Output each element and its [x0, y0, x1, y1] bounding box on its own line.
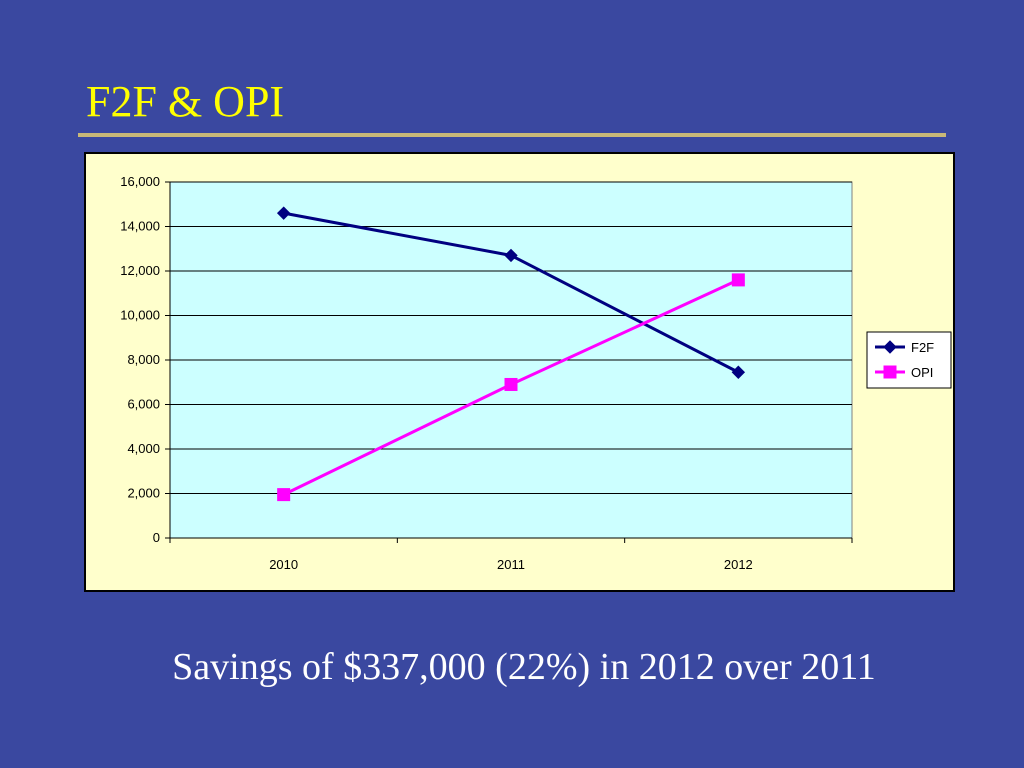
legend-marker-opi [883, 365, 897, 379]
y-tick-label: 14,000 [120, 219, 160, 234]
x-tick-label: 2010 [269, 557, 298, 572]
y-tick-label: 12,000 [120, 263, 160, 278]
data-point-opi [504, 377, 518, 391]
legend [866, 331, 952, 389]
y-tick-label: 2,000 [127, 486, 160, 501]
y-tick-label: 0 [153, 530, 160, 545]
data-point-f2f [276, 206, 291, 220]
title-divider [78, 133, 946, 137]
savings-caption: Savings of $337,000 (22%) in 2012 over 2… [172, 646, 876, 688]
data-point-opi [731, 273, 745, 287]
data-point-opi [277, 488, 291, 502]
y-tick-label: 16,000 [120, 174, 160, 189]
x-tick-label: 2011 [497, 557, 525, 572]
chart-area: 0 2,000 4,000 6,000 8,000 10,000 12,000 14,000 1… [84, 152, 955, 592]
y-tick-label: 4,000 [127, 441, 160, 456]
y-tick-label: 8,000 [127, 352, 160, 367]
y-tick-label: 6,000 [127, 397, 160, 412]
line-chart: 0 2,000 4,000 6,000 8,000 10,000 12,000 14,000 1… [120, 174, 952, 572]
y-tick-label: 10,000 [120, 308, 160, 323]
data-point-f2f [731, 365, 746, 379]
data-point-f2f [504, 248, 518, 263]
slide-title: F2F & OPI [86, 77, 285, 126]
x-tick-label: 2012 [724, 557, 753, 572]
legend-marker-f2f [883, 340, 897, 354]
legend-label-opi: OPI [911, 365, 933, 380]
legend-label-f2f: F2F [911, 340, 934, 355]
